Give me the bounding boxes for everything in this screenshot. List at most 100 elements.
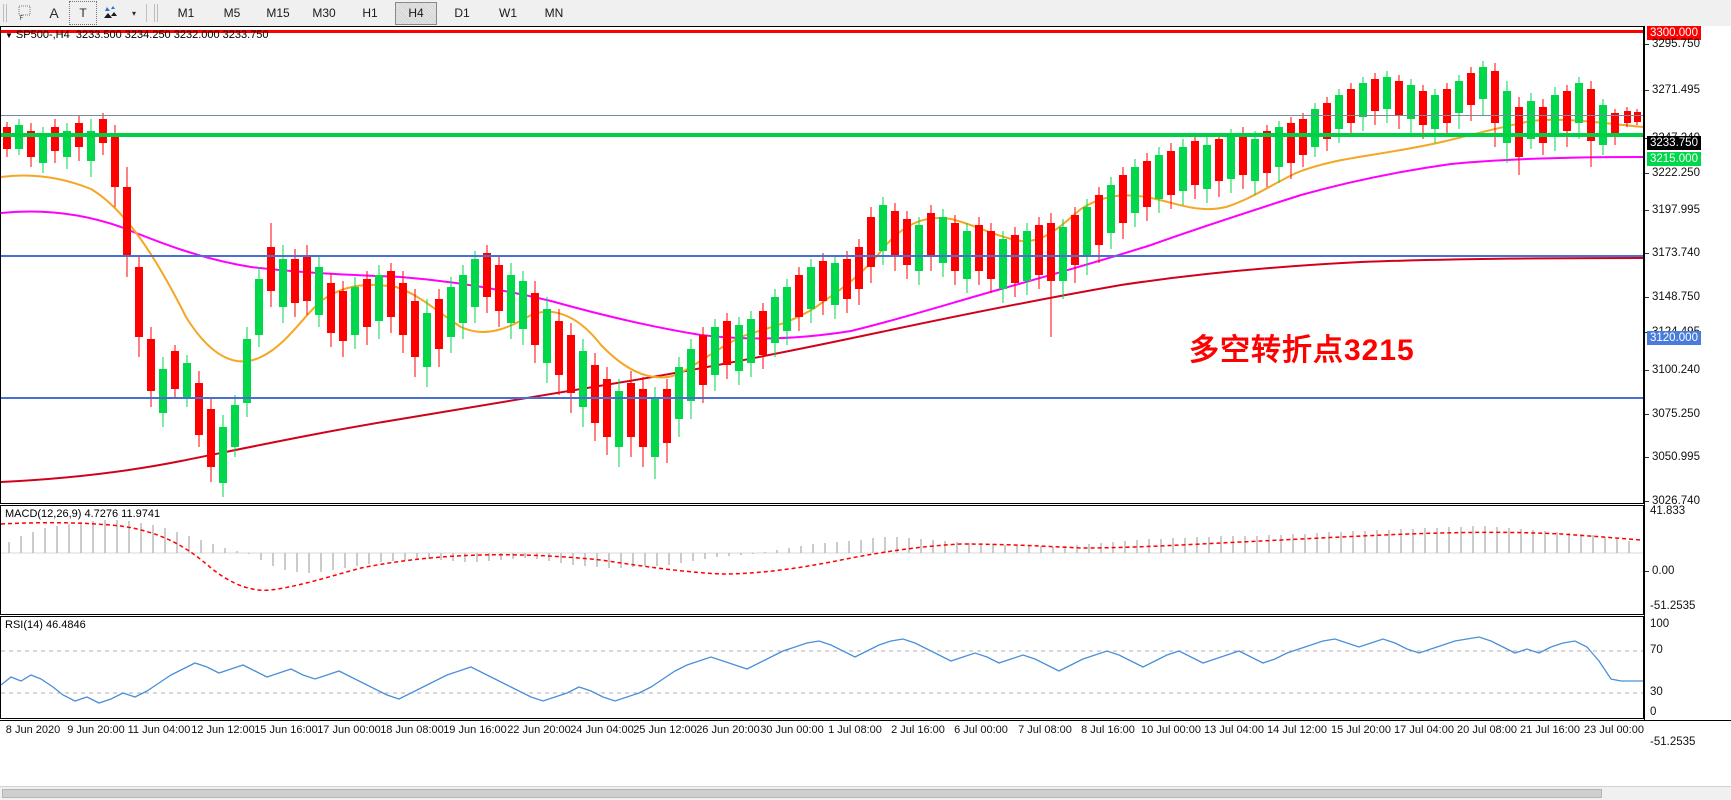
level-line-3120[interactable]	[1, 255, 1643, 257]
price-tick-3100: 3100.240	[1645, 364, 1700, 377]
price-tag-3120: 3120.000	[1647, 331, 1701, 345]
macd-histogram	[8, 520, 1630, 573]
rsi-tick-70: 70	[1650, 644, 1663, 656]
timeframe-d1[interactable]: D1	[454, 6, 470, 20]
toolbar-grip[interactable]	[3, 4, 9, 22]
macd-tick-min: -51.2535	[1650, 736, 1696, 748]
time-label-1: 9 Jun 20:00	[67, 724, 125, 736]
price-tick-3075: 3075.250	[1645, 408, 1700, 421]
symbol-collapse-icon[interactable]: ▼	[5, 31, 13, 40]
rsi-line	[1, 636, 1643, 704]
crosshair-f-icon[interactable]: F	[13, 2, 39, 24]
objects-dropdown-chevron-down-icon[interactable]: ▾	[131, 8, 136, 18]
time-label-19: 13 Jul 04:00	[1204, 724, 1264, 736]
rsi-label: RSI(14) 46.4846	[5, 619, 86, 631]
price-tick-3295: 3295.750	[1645, 38, 1700, 51]
rsi-tick-100: 100	[1650, 618, 1670, 630]
time-label-20: 14 Jul 12:00	[1267, 724, 1327, 736]
macd-label: MACD(12,26,9) 4.7276 11.9741	[5, 508, 161, 520]
time-label-12: 30 Jun 00:00	[760, 724, 824, 736]
timeframe-w1[interactable]: W1	[499, 6, 517, 20]
time-label-2: 11 Jun 04:00	[127, 724, 191, 736]
ma-magenta-line	[1, 156, 1643, 340]
timeframe-h4[interactable]: H4	[395, 1, 437, 25]
scrollbar-thumb[interactable]	[2, 789, 1602, 798]
level-line-3300[interactable]	[1, 30, 1643, 33]
macd-axis[interactable]: 41.833 0.00 -51.2535	[1644, 505, 1731, 615]
crosshair-f-glyph: F	[18, 5, 31, 21]
level-line-3215[interactable]	[1, 133, 1643, 137]
price-tick-3222: 3222.250	[1645, 167, 1700, 180]
time-label-18: 10 Jul 00:00	[1141, 724, 1201, 736]
time-label-24: 21 Jul 16:00	[1520, 724, 1580, 736]
time-label-6: 18 Jun 08:00	[380, 724, 444, 736]
text-box-icon[interactable]: T	[69, 1, 97, 25]
rsi-tick-0: 0	[1650, 706, 1657, 718]
time-label-8: 22 Jun 20:00	[507, 724, 571, 736]
chart-area: ▼ SP500-,H4 3233.500 3234.250 3232.000 32…	[0, 26, 1731, 800]
time-label-22: 17 Jul 04:00	[1394, 724, 1454, 736]
price-tick-3050: 3050.995	[1645, 451, 1700, 464]
svg-text:F: F	[20, 16, 24, 21]
timeframe-h1[interactable]: H1	[362, 6, 378, 20]
time-label-0: 8 Jun 2020	[5, 724, 61, 736]
timeframe-m5[interactable]: M5	[223, 6, 241, 20]
price-plot	[1, 61, 1643, 497]
price-tag-3233: 3233.750	[1647, 136, 1701, 150]
time-label-13: 1 Jul 08:00	[828, 724, 882, 736]
macd-axis-min: -51.2535	[1650, 600, 1696, 612]
price-tick-3148: 3148.750	[1645, 291, 1700, 304]
time-label-15: 6 Jul 00:00	[954, 724, 1008, 736]
horizontal-scrollbar[interactable]	[0, 786, 1731, 800]
macd-signal-line	[1, 521, 1642, 592]
text-label-icon[interactable]: A	[49, 5, 59, 21]
symbol-name: SP500-,H4	[15, 29, 70, 41]
time-label-23: 20 Jul 08:00	[1457, 724, 1517, 736]
time-label-7: 19 Jun 16:00	[443, 724, 507, 736]
macd-axis-zero: 0.00	[1645, 565, 1674, 578]
timeframe-m30[interactable]: M30	[312, 6, 336, 20]
price-pane[interactable]: ▼ SP500-,H4 3233.500 3234.250 3232.000 32…	[0, 26, 1644, 504]
timeframe-grip[interactable]	[154, 4, 160, 22]
symbol-ohlc: 3233.500 3234.250 3232.000 3233.750	[75, 29, 269, 41]
price-tick-3271: 3271.495	[1645, 84, 1700, 97]
objects-glyph	[104, 6, 117, 18]
timeframe-mn[interactable]: MN	[544, 6, 564, 20]
level-line-3233[interactable]	[1, 115, 1643, 116]
rsi-pane[interactable]: RSI(14) 46.4846	[0, 616, 1644, 719]
time-label-11: 26 Jun 20:00	[696, 724, 760, 736]
time-label-4: 15 Jun 16:00	[254, 724, 318, 736]
timeframe-m15[interactable]: M15	[266, 6, 290, 20]
price-tag-3215: 3215.000	[1647, 152, 1701, 166]
chart-annotation-text[interactable]: 多空转折点3215	[1189, 334, 1415, 367]
price-tick-3026: 3026.740	[1645, 495, 1700, 508]
time-label-14: 2 Jul 16:00	[891, 724, 945, 736]
candlestick-series	[3, 61, 1641, 497]
time-label-3: 12 Jun 12:00	[191, 724, 255, 736]
time-label-17: 8 Jul 16:00	[1081, 724, 1135, 736]
symbol-header: ▼ SP500-,H4 3233.500 3234.250 3232.000 32…	[5, 29, 269, 41]
time-label-5: 17 Jun 00:00	[317, 724, 381, 736]
time-label-9: 24 Jun 04:00	[570, 724, 634, 736]
time-label-10: 25 Jun 12:00	[633, 724, 697, 736]
timeframe-m1[interactable]: M1	[177, 6, 195, 20]
level-line-3000[interactable]	[1, 397, 1643, 399]
rsi-axis[interactable]: 100 70 30 0	[1644, 616, 1731, 720]
ma-red-line	[1, 257, 1643, 483]
time-label-25: 23 Jul 00:00	[1584, 724, 1644, 736]
objects-icon[interactable]	[99, 2, 125, 24]
time-label-16: 7 Jul 08:00	[1018, 724, 1072, 736]
macd-pane[interactable]: MACD(12,26,9) 4.7276 11.9741	[0, 505, 1644, 615]
rsi-plot	[1, 636, 1643, 704]
price-tag-3300: 3300.000	[1647, 26, 1701, 40]
time-axis[interactable]: 8 Jun 2020 9 Jun 20:00 11 Jun 04:00 12 Jun …	[0, 720, 1731, 742]
time-label-21: 15 Jul 20:00	[1331, 724, 1391, 736]
rsi-tick-30: 30	[1650, 686, 1663, 698]
toolbar-divider	[146, 4, 147, 22]
top-toolbar: F A T ▾ M1 M5 M15 M30 H1 H4 D1 W1 MN	[0, 0, 1731, 27]
macd-plot	[1, 520, 1643, 592]
macd-axis-max: 41.833	[1650, 505, 1686, 517]
ma-orange-line	[1, 118, 1643, 379]
price-tick-3173: 3173.740	[1645, 247, 1700, 260]
price-tick-3197: 3197.995	[1645, 204, 1700, 217]
